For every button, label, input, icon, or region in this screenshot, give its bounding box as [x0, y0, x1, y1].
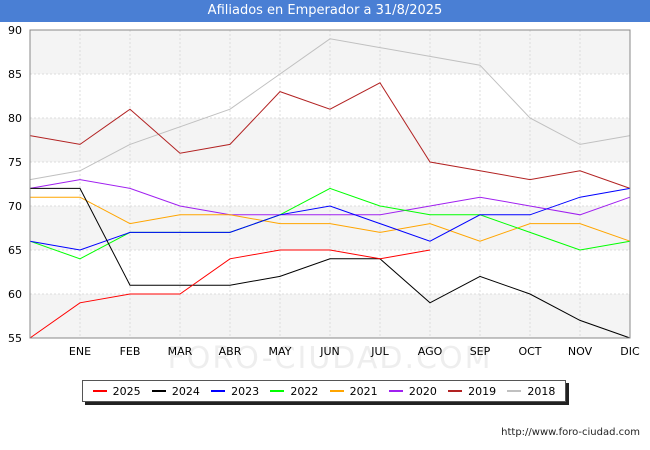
y-tick-label: 70 [8, 200, 22, 213]
legend-label: 2023 [231, 384, 260, 398]
series-line-2018 [29, 38, 631, 181]
legend-item-2023: 2023 [211, 385, 259, 398]
legend-swatch [388, 390, 403, 392]
y-tick-label: 85 [8, 68, 22, 81]
series-line-2021 [30, 196, 631, 242]
y-tick-label: 60 [8, 288, 22, 301]
x-tick-label: ABR [219, 345, 242, 358]
legend-swatch [151, 390, 166, 392]
legend-item-2020: 2020 [388, 384, 437, 398]
y-tick-label: 65 [8, 244, 22, 257]
x-tick-label: AGO [418, 345, 443, 358]
legend-item-2018: 2018 [507, 385, 555, 398]
series-line-2024 [30, 187, 631, 339]
x-tick-label: SEP [470, 345, 491, 358]
watermark-text: FORO-CIUDAD.COM [168, 341, 493, 376]
legend-item-2022: 2022 [270, 385, 318, 398]
series-line-2023 [29, 187, 631, 251]
legend-item-2025: 2025 [92, 384, 141, 398]
series-line-2025 [29, 249, 431, 339]
legend-swatch [448, 390, 463, 392]
x-tick-label: OCT [518, 345, 541, 358]
y-tick-label: 55 [8, 332, 22, 345]
legend-swatch [329, 390, 344, 392]
x-tick-label: ENE [69, 345, 91, 358]
legend-label: 2019 [468, 384, 497, 398]
legend-swatch [270, 390, 285, 392]
x-tick-label: JUN [319, 345, 340, 358]
legend-label: 2018 [527, 384, 556, 398]
footer-url: http://www.foro-ciudad.com [501, 427, 640, 438]
plot-border [29, 29, 631, 339]
y-tick-label: 75 [8, 156, 22, 169]
y-tick-label: 90 [8, 24, 22, 37]
legend-label: 2024 [171, 384, 200, 398]
x-tick-label: FEB [120, 345, 141, 358]
x-tick-label: DIC [620, 345, 640, 358]
series-line-2020 [29, 179, 631, 216]
chart-legend: 2025 2024 2023 2022 2021 2020 2019 2018 [82, 380, 566, 402]
x-tick-label: MAY [269, 345, 292, 358]
legend-swatch [211, 390, 226, 392]
x-tick-label: JUL [370, 345, 389, 358]
legend-item-2021: 2021 [329, 384, 378, 398]
y-tick-label: 80 [8, 112, 22, 125]
x-tick-label: MAR [168, 345, 193, 358]
x-tick-label: NOV [568, 345, 593, 358]
legend-item-2019: 2019 [448, 385, 496, 398]
legend-label: 2022 [290, 384, 319, 398]
legend-swatch [507, 390, 522, 392]
legend-label: 2020 [408, 384, 437, 398]
legend-swatch [92, 390, 107, 392]
legend-item-2024: 2024 [151, 384, 200, 398]
legend-label: 2021 [349, 384, 378, 398]
chart-title: Afiliados en Emperador a 31/8/2025 [0, 0, 650, 22]
series-line-2019 [29, 82, 631, 189]
legend-label: 2025 [112, 384, 141, 398]
